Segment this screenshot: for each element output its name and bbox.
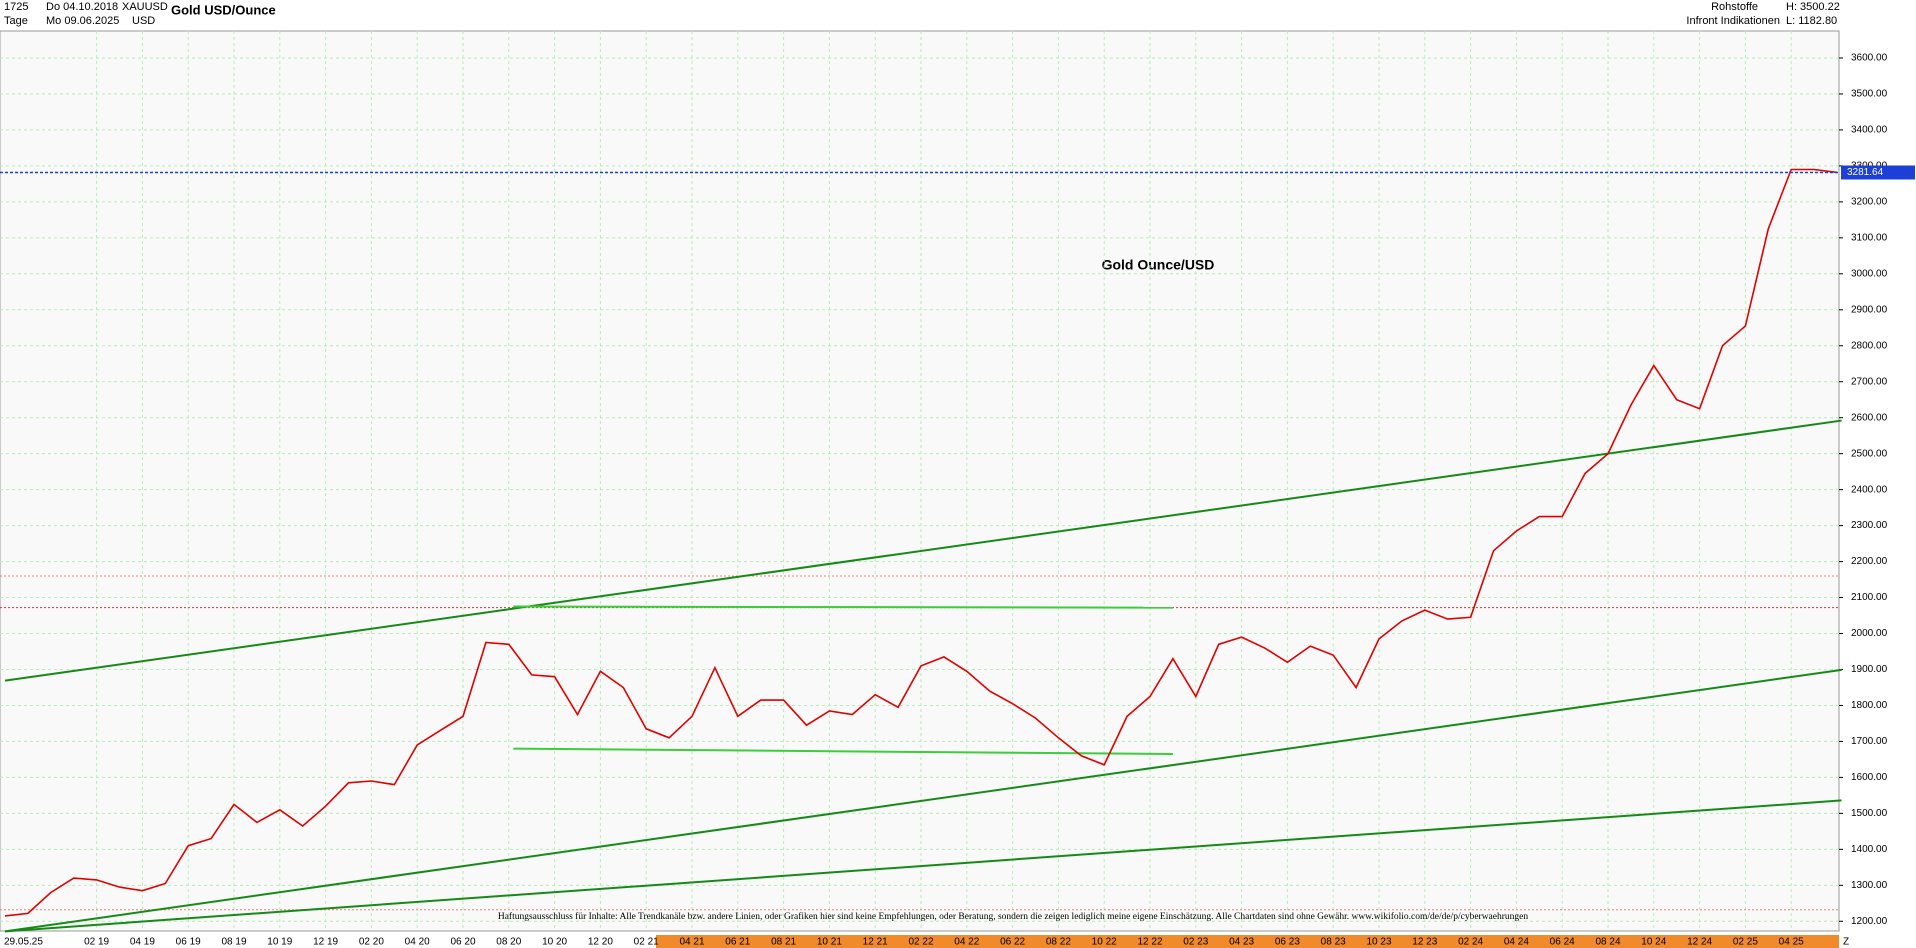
x-tick-label: 06 20 — [450, 937, 475, 948]
price-line — [4, 168, 1838, 917]
x-tick-label: 04 23 — [1229, 937, 1254, 948]
end-label: Z — [1843, 937, 1849, 948]
x-tick-label: 04 22 — [954, 937, 979, 948]
currency: USD — [132, 15, 155, 27]
x-tick-label: 02 23 — [1183, 937, 1208, 948]
y-tick-label: 2200.00 — [1851, 556, 1888, 567]
source: Infront Indikationen — [1686, 15, 1780, 27]
y-tick-label: 1300.00 — [1851, 880, 1888, 891]
y-tick-label: 1500.00 — [1851, 808, 1888, 819]
x-tick-label: 12 19 — [313, 937, 338, 948]
x-tick-label: 04 25 — [1779, 937, 1804, 948]
count: 1725 — [4, 1, 28, 13]
period: Tage — [4, 15, 28, 27]
y-tick-label: 2700.00 — [1851, 376, 1888, 387]
x-tick-label: 08 19 — [221, 937, 246, 948]
x-tick-label: 08 22 — [1046, 937, 1071, 948]
y-tick-label: 2800.00 — [1851, 340, 1888, 351]
x-tick-label: 04 24 — [1504, 937, 1529, 948]
x-tick-label: 12 24 — [1687, 937, 1712, 948]
x-tick-label: 12 22 — [1137, 937, 1162, 948]
trendline — [513, 747, 1173, 756]
y-tick-label: 2300.00 — [1851, 520, 1888, 531]
x-tick-label: 10 21 — [817, 937, 842, 948]
x-tick-label: 02 19 — [84, 937, 109, 948]
y-tick-label: 2900.00 — [1851, 304, 1888, 315]
y-tick-label: 1700.00 — [1851, 736, 1888, 747]
x-tick-label: 06 19 — [176, 937, 201, 948]
x-tick-label: 04 19 — [130, 937, 155, 948]
start-date: Do 04.10.2018 — [46, 1, 118, 13]
x-tick-label: 02 25 — [1733, 937, 1758, 948]
y-tick-label: 1800.00 — [1851, 700, 1888, 711]
trendline — [4, 419, 1842, 682]
x-tick-label: 02 20 — [359, 937, 384, 948]
x-tick-label: 06 23 — [1275, 937, 1300, 948]
x-tick-label: 12 23 — [1412, 937, 1437, 948]
y-tick-label: 1900.00 — [1851, 664, 1888, 675]
x-tick-label: 10 22 — [1092, 937, 1117, 948]
y-tick-label: 3400.00 — [1851, 125, 1888, 136]
x-tick-label: 04 20 — [405, 937, 430, 948]
x-tick-label: 10 23 — [1366, 937, 1391, 948]
symbol: XAUUSD — [122, 1, 168, 13]
x-tick-label: 10 24 — [1641, 937, 1666, 948]
x-tick-label: 06 24 — [1550, 937, 1575, 948]
trendline — [513, 605, 1173, 609]
end-date: Mo 09.06.2025 — [46, 15, 119, 27]
start-label: 29.05.25 — [4, 937, 43, 948]
y-tick-label: 2000.00 — [1851, 628, 1888, 639]
x-tick-label: 02 22 — [908, 937, 933, 948]
trendline — [4, 799, 1842, 933]
y-tick-label: 2500.00 — [1851, 448, 1888, 459]
x-tick-label: 06 22 — [1000, 937, 1025, 948]
plot-area — [0, 30, 1840, 932]
y-tick-label: 3100.00 — [1851, 232, 1888, 243]
y-tick-label: 3500.00 — [1851, 89, 1888, 100]
y-tick-label: 3600.00 — [1851, 53, 1888, 64]
y-tick-label: 2100.00 — [1851, 592, 1888, 603]
x-tick-label: 10 20 — [542, 937, 567, 948]
y-tick-label: 1600.00 — [1851, 772, 1888, 783]
time-bar — [656, 935, 1839, 948]
y-tick-label: 3200.00 — [1851, 197, 1888, 208]
y-tick-label: 2400.00 — [1851, 484, 1888, 495]
last-price-box — [1841, 165, 1915, 180]
x-tick-label: 02 21 — [634, 937, 659, 948]
low: L: 1182.80 — [1786, 15, 1837, 27]
x-tick-label: 12 20 — [588, 937, 613, 948]
y-tick-label: 2600.00 — [1851, 412, 1888, 423]
x-tick-label: 02 24 — [1458, 937, 1483, 948]
x-tick-label: 04 21 — [679, 937, 704, 948]
x-tick-label: 08 21 — [771, 937, 796, 948]
y-tick-label: 1200.00 — [1851, 916, 1888, 927]
high: H: 3500.22 — [1786, 1, 1840, 13]
last-price-label: 3281.64 — [1847, 167, 1884, 178]
x-tick-label: 06 21 — [725, 937, 750, 948]
trendline — [4, 668, 1842, 933]
category: Rohstoffe — [1711, 1, 1758, 13]
x-tick-label: 10 19 — [267, 937, 292, 948]
y-tick-label: 3000.00 — [1851, 268, 1888, 279]
header-title: Gold USD/Ounce — [171, 2, 276, 17]
x-tick-label: 08 24 — [1595, 937, 1620, 948]
x-tick-label: 08 23 — [1321, 937, 1346, 948]
x-tick-label: 12 21 — [863, 937, 888, 948]
chart-title: Gold Ounce/USD — [1102, 257, 1215, 273]
disclaimer: Haftungsausschluss für Inhalte: Alle Tre… — [498, 911, 1529, 922]
x-tick-label: 08 20 — [496, 937, 521, 948]
y-tick-label: 1400.00 — [1851, 844, 1888, 855]
